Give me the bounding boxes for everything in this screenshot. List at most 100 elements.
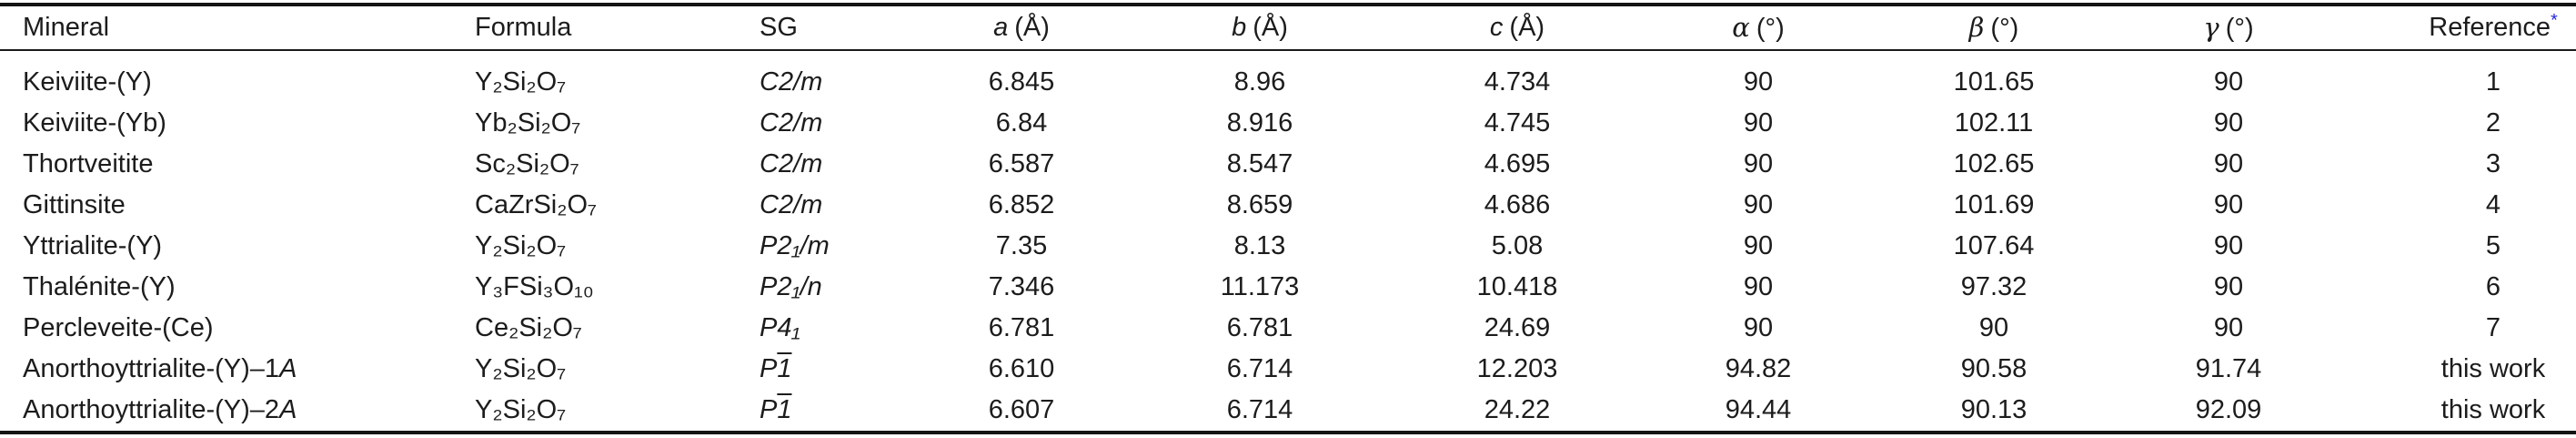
cell-reference: 3: [2485, 149, 2501, 178]
mineral-name-italic-suffix: A: [279, 395, 297, 424]
degree-unit: (°): [2225, 14, 2254, 43]
b-symbol: b: [1232, 13, 1247, 42]
cell-alpha: 90: [1743, 149, 1774, 178]
cell-formula: Y₂Si₂O₇: [475, 231, 567, 260]
cell-alpha: 90: [1743, 272, 1774, 301]
cell-a: 6.587: [988, 149, 1055, 178]
cell-b: 8.13: [1233, 231, 1286, 260]
angstrom-unit: (Å): [1014, 13, 1050, 42]
col-header-sg: SG: [760, 5, 982, 51]
gamma-symbol: γ: [2203, 12, 2219, 43]
cell-beta: 90.58: [1960, 354, 2028, 383]
cell-formula: Y₂Si₂O₇: [475, 354, 567, 383]
cell-b: 6.714: [1226, 354, 1293, 383]
table-row: Gittinsite CaZrSi₂O₇ C2/m 6.852 8.659 4.…: [0, 185, 2576, 226]
cell-mineral: Thortveitite: [0, 144, 475, 185]
cell-alpha: 90: [1743, 67, 1774, 97]
cell-mineral: Keiviite-(Yb): [0, 103, 475, 144]
cell-a: 6.610: [988, 354, 1055, 383]
mineral-name: Keiviite-(Yb): [23, 108, 166, 138]
cell-mineral: Thalénite-(Y): [0, 267, 475, 308]
space-group-value: P: [760, 395, 778, 424]
cell-formula: Ce₂Si₂O₇: [475, 313, 582, 342]
cell-beta: 97.32: [1960, 272, 2028, 301]
table-row: Thortveitite Sc₂Si₂O₇ C2/m 6.587 8.547 4…: [0, 144, 2576, 185]
cell-gamma: 92.09: [2195, 395, 2262, 424]
cell-b: 8.547: [1226, 149, 1293, 178]
mineral-name-italic-suffix: A: [279, 354, 297, 383]
cell-space-group: P2₁/n: [760, 267, 982, 308]
cell-gamma: 90: [2213, 272, 2244, 301]
cell-gamma: 90: [2213, 190, 2244, 219]
cell-mineral: Anorthoyttrialite-(Y)–2A: [0, 390, 475, 433]
cell-gamma: 90: [2213, 231, 2244, 260]
mineral-name: Yttrialite-(Y): [23, 231, 163, 260]
cell-gamma: 90: [2213, 313, 2244, 342]
c-symbol: c: [1489, 13, 1504, 42]
mineral-name: Anorthoyttrialite-(Y)–1: [23, 354, 280, 383]
cell-a: 6.781: [988, 313, 1055, 342]
cell-beta: 107.64: [1953, 231, 2035, 260]
cell-reference: 6: [2485, 272, 2501, 301]
cell-space-group: P2₁/m: [760, 226, 982, 267]
cell-formula: Y₂Si₂O₇: [475, 67, 567, 97]
cell-c: 12.203: [1476, 354, 1558, 383]
cell-space-group: C2/m: [760, 185, 982, 226]
mineral-name: Thortveitite: [23, 149, 154, 178]
cell-space-group: C2/m: [760, 50, 982, 103]
table-row: Percleveite-(Ce) Ce₂Si₂O₇ P4₁ 6.781 6.78…: [0, 308, 2576, 349]
col-header-reference: Reference*: [2410, 5, 2576, 51]
mineral-name: Percleveite-(Ce): [23, 313, 214, 342]
col-header-gamma: γ (°): [2047, 5, 2410, 51]
mineral-lattice-parameters-table: Mineral Formula SG a (Å) b (Å) c (Å) α (°) β…: [0, 3, 2576, 434]
mineral-name: Gittinsite: [23, 190, 126, 219]
cell-reference: 4: [2485, 190, 2501, 219]
cell-c: 4.734: [1484, 67, 1551, 97]
cell-alpha: 94.44: [1725, 395, 1792, 424]
space-group-overline-digit: 1: [777, 354, 792, 383]
cell-formula: Y₃FSi₃O₁₀: [475, 272, 594, 301]
col-header-a: a (Å): [982, 5, 1061, 51]
reference-footnote-star[interactable]: *: [2551, 10, 2558, 31]
mineral-name: Thalénite-(Y): [23, 272, 176, 301]
table-row: Anorthoyttrialite-(Y)–2A Y₂Si₂O₇ P1 6.60…: [0, 390, 2576, 433]
cell-mineral: Anorthoyttrialite-(Y)–1A: [0, 349, 475, 390]
space-group-value: C2/m: [760, 190, 823, 219]
col-header-c: c (Å): [1459, 5, 1575, 51]
cell-b: 8.659: [1226, 190, 1293, 219]
cell-space-group: C2/m: [760, 144, 982, 185]
space-group-value: C2/m: [760, 108, 823, 138]
cell-reference: 2: [2485, 108, 2501, 138]
cell-mineral: Yttrialite-(Y): [0, 226, 475, 267]
cell-gamma: 90: [2213, 108, 2244, 138]
angstrom-unit: (Å): [1253, 13, 1288, 42]
cell-reference: this work: [2440, 395, 2546, 424]
cell-formula: Sc₂Si₂O₇: [475, 149, 579, 178]
col-header-formula: Formula: [475, 5, 760, 51]
cell-reference: 5: [2485, 231, 2501, 260]
space-group-value: P2₁/m: [760, 231, 830, 260]
cell-a: 6.607: [988, 395, 1055, 424]
cell-alpha: 90: [1743, 190, 1774, 219]
space-group-value: C2/m: [760, 67, 823, 97]
cell-alpha: 94.82: [1725, 354, 1792, 383]
cell-mineral: Gittinsite: [0, 185, 475, 226]
cell-formula: Yb₂Si₂O₇: [475, 108, 581, 138]
cell-alpha: 90: [1743, 108, 1774, 138]
cell-formula: Y₂Si₂O₇: [475, 395, 567, 424]
degree-unit: (°): [1756, 14, 1785, 43]
table-body: Keiviite-(Y) Y₂Si₂O₇ C2/m 6.845 8.96 4.7…: [0, 50, 2576, 433]
cell-beta: 101.65: [1953, 67, 2035, 97]
cell-b: 8.916: [1226, 108, 1293, 138]
space-group-overline-digit: 1: [777, 395, 792, 424]
cell-c: 5.08: [1491, 231, 1544, 260]
cell-c: 4.686: [1484, 190, 1551, 219]
cell-c: 4.745: [1484, 108, 1551, 138]
cell-mineral: Keiviite-(Y): [0, 50, 475, 103]
cell-space-group: P4₁: [760, 308, 982, 349]
cell-beta: 102.65: [1953, 149, 2035, 178]
cell-b: 8.96: [1233, 67, 1286, 97]
table-row: Keiviite-(Y) Y₂Si₂O₇ C2/m 6.845 8.96 4.7…: [0, 50, 2576, 103]
cell-a: 7.35: [995, 231, 1048, 260]
